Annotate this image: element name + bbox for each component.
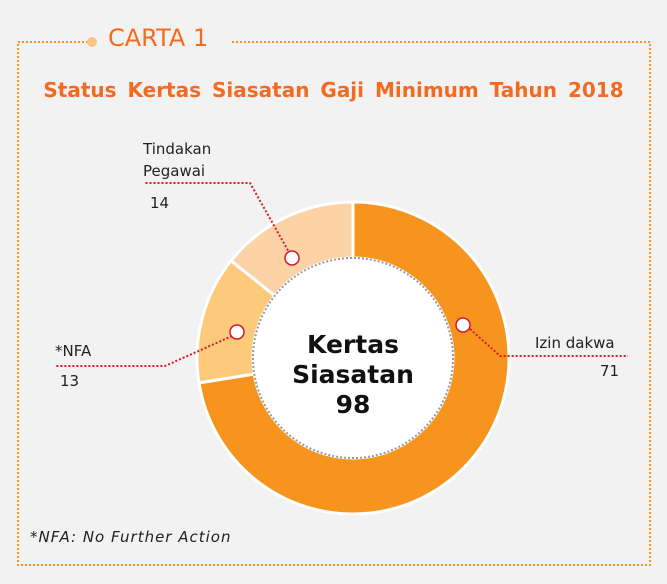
legend-label: *NFA: [55, 342, 92, 360]
leader-dots: [229, 250, 471, 340]
value-label: 13: [60, 372, 80, 390]
frame-dot: [87, 37, 97, 47]
frame: [17, 41, 651, 566]
chart-title: Status Kertas Siasatan Gaji Minimum Tahu…: [43, 78, 624, 102]
center-text: Kertas Siasatan 98: [283, 330, 423, 420]
footnote: *NFA: No Further Action: [30, 528, 232, 546]
donut-hole: [252, 257, 454, 459]
center-label: Kertas Siasatan: [292, 330, 414, 389]
center-total: 98: [335, 390, 371, 419]
header: CARTA 1: [100, 24, 217, 52]
legend-label: Izin dakwa: [535, 334, 615, 352]
value-label: 71: [600, 362, 620, 380]
value-label: 14: [150, 194, 170, 212]
legend-label: Tindakan Pegawai: [143, 140, 212, 180]
leaders: [55, 182, 628, 367]
